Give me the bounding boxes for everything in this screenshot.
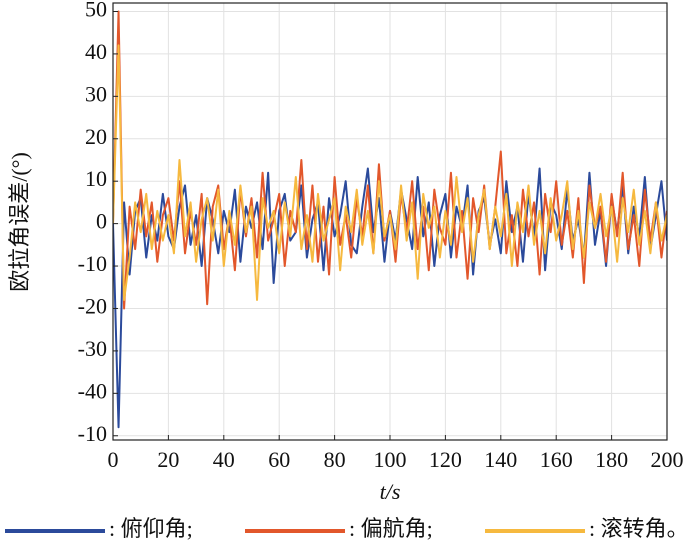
y-tick-label: -10 bbox=[78, 251, 107, 276]
x-tick-label: 100 bbox=[374, 447, 407, 472]
y-tick-label: 30 bbox=[85, 81, 107, 106]
y-axis-label: 欧拉角误差/(°) bbox=[7, 152, 32, 292]
y-tick-label: -20 bbox=[78, 294, 107, 319]
series-line bbox=[113, 44, 667, 301]
x-tick-label: 120 bbox=[429, 447, 462, 472]
y-tick-label: -40 bbox=[78, 378, 107, 403]
x-tick-label: 80 bbox=[324, 447, 346, 472]
x-tick-label: 160 bbox=[540, 447, 573, 472]
y-tick-label: 20 bbox=[85, 124, 107, 149]
y-tick-label: -30 bbox=[78, 336, 107, 361]
y-tick-label: 10 bbox=[85, 166, 107, 191]
x-tick-label: 180 bbox=[595, 447, 628, 472]
x-tick-label: 40 bbox=[213, 447, 235, 472]
x-tick-label: 200 bbox=[651, 447, 684, 472]
x-tick-label: 20 bbox=[157, 447, 179, 472]
legend-label: : 俯仰角; bbox=[109, 516, 193, 541]
y-tick-label: -10 bbox=[78, 421, 107, 446]
y-tick-label: 0 bbox=[96, 209, 107, 234]
x-axis-label: t/s bbox=[380, 479, 401, 504]
x-tick-label: 0 bbox=[108, 447, 119, 472]
legend-label: : 偏航角; bbox=[349, 516, 433, 541]
legend-label: : 滚转角。 bbox=[589, 516, 689, 541]
x-tick-label: 60 bbox=[268, 447, 290, 472]
y-tick-label: 50 bbox=[85, 0, 107, 22]
x-tick-label: 140 bbox=[484, 447, 517, 472]
y-tick-label: 40 bbox=[85, 39, 107, 64]
